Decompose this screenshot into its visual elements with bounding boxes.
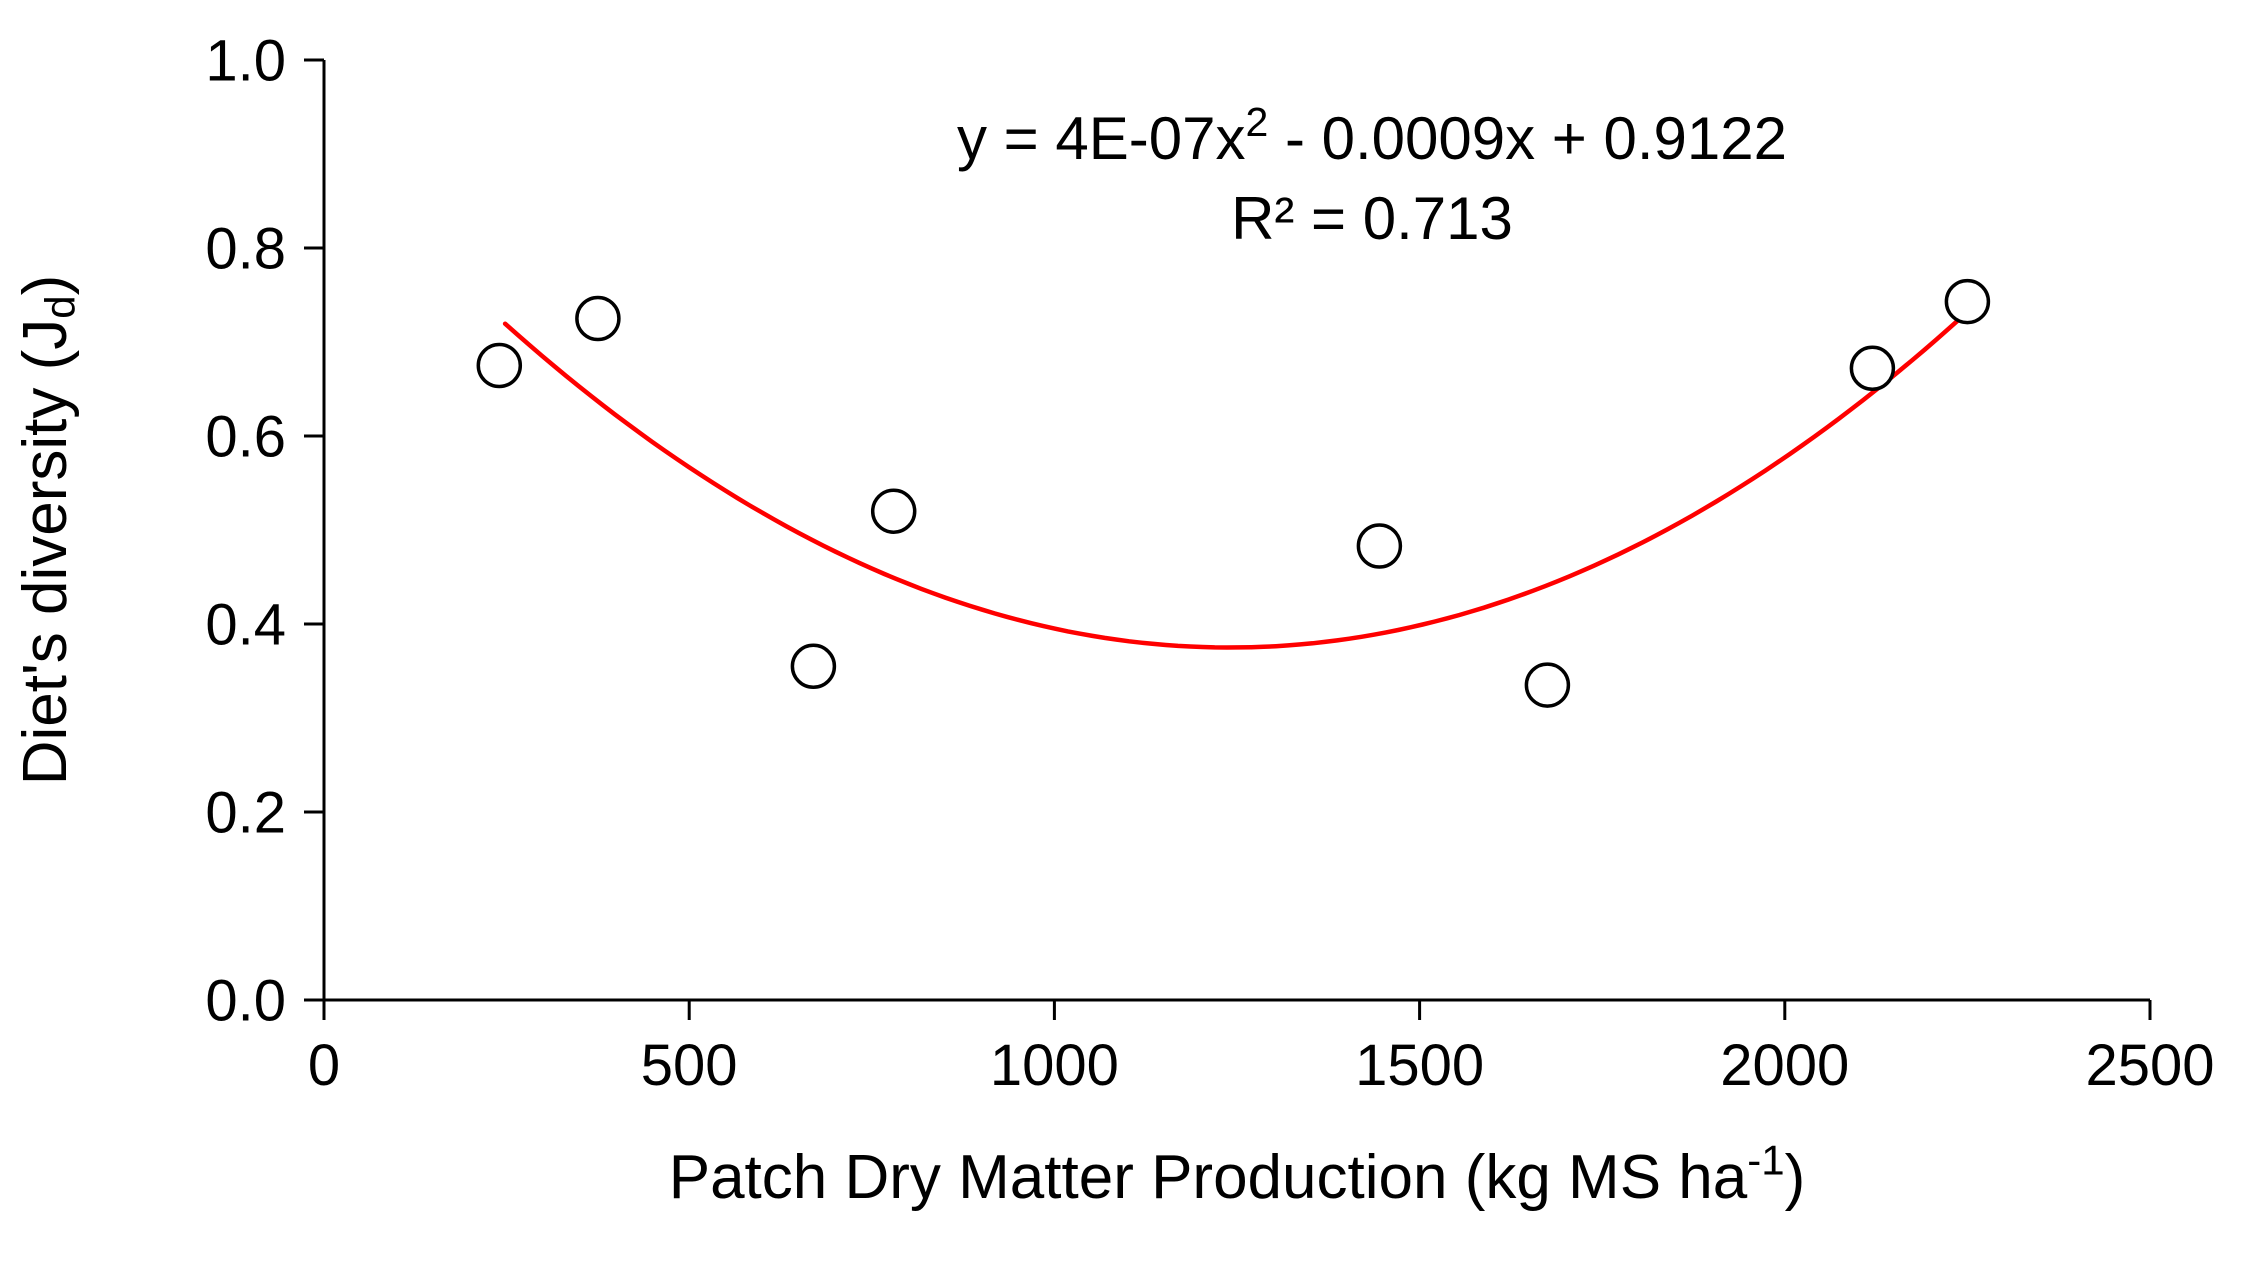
x-tick-label: 2000 [1720, 1033, 1849, 1098]
data-point [476, 342, 523, 389]
data-point [1524, 662, 1571, 708]
trendline [502, 304, 1976, 650]
y-axis-title: Diet's diversity (Jd) [11, 275, 84, 786]
x-axis-title: Patch Dry Matter Production (kg MS ha-1) [669, 1136, 1806, 1212]
data-point [1356, 523, 1403, 569]
y-tick-label: 0.8 [205, 216, 286, 281]
data-point [575, 295, 621, 342]
x-tick-label: 0 [308, 1033, 340, 1098]
r-squared-annotation: R² = 0.713 [1231, 185, 1513, 252]
y-tick-label: 1.0 [205, 28, 286, 93]
y-tick-label: 0.6 [205, 404, 286, 469]
y-tick-label: 0.0 [205, 968, 286, 1033]
data-point [870, 488, 917, 534]
x-tick-label: 1000 [990, 1033, 1119, 1098]
y-tick-label: 0.4 [205, 592, 286, 657]
x-tick-label: 2500 [2085, 1033, 2214, 1098]
equation-annotation: y = 4E-07x2 - 0.0009x + 0.9122 [957, 99, 1787, 172]
y-tick-label: 0.2 [205, 780, 286, 845]
x-tick-label: 1500 [1355, 1033, 1484, 1098]
data-point [790, 643, 837, 690]
x-tick-label: 500 [641, 1033, 738, 1098]
data-point [1944, 278, 1991, 325]
data-point [1849, 345, 1896, 392]
